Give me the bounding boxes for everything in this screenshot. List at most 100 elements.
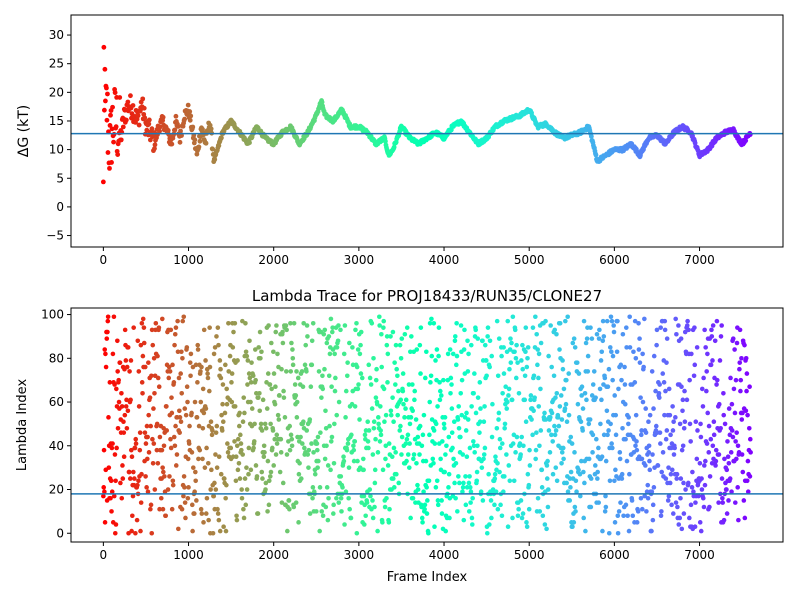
lambda-point bbox=[137, 430, 143, 435]
lambda-point bbox=[262, 450, 267, 455]
lambda-point bbox=[181, 474, 187, 479]
lambda-point bbox=[381, 386, 387, 392]
lambda-point bbox=[671, 511, 676, 516]
lambda-point bbox=[412, 388, 418, 394]
lambda-point bbox=[261, 443, 267, 449]
lambda-point bbox=[627, 314, 632, 320]
lambda-point bbox=[600, 528, 605, 534]
lambda-point bbox=[456, 404, 461, 409]
lambda-point bbox=[258, 421, 264, 427]
lambda-point bbox=[367, 375, 373, 381]
lambda-point bbox=[414, 460, 419, 466]
lambda-point bbox=[496, 336, 502, 341]
lambda-point bbox=[305, 334, 310, 339]
lambda-point bbox=[380, 467, 386, 473]
lambda-point bbox=[391, 419, 396, 425]
lambda-point bbox=[709, 327, 714, 333]
lambda-point bbox=[682, 419, 688, 425]
lambda-point bbox=[468, 500, 473, 505]
lambda-point bbox=[332, 388, 338, 394]
lambda-point bbox=[309, 338, 315, 344]
lambda-point bbox=[526, 482, 532, 488]
lambda-point bbox=[385, 380, 390, 385]
lambda-point bbox=[273, 452, 279, 457]
lambda-point bbox=[318, 430, 323, 435]
lambda-point bbox=[554, 478, 560, 484]
delta-g-point bbox=[130, 103, 136, 108]
lambda-point bbox=[136, 404, 142, 409]
lambda-point bbox=[540, 513, 546, 519]
lambda-points bbox=[101, 314, 753, 536]
lambda-point bbox=[401, 401, 406, 407]
lambda-point bbox=[505, 524, 511, 529]
lambda-point bbox=[711, 419, 717, 425]
lambda-point bbox=[385, 351, 391, 357]
lambda-point bbox=[208, 487, 213, 492]
lambda-point bbox=[250, 373, 256, 379]
lambda-point bbox=[724, 467, 730, 473]
lambda-point bbox=[453, 362, 459, 368]
lambda-point bbox=[224, 401, 230, 407]
lambda-point bbox=[744, 478, 750, 484]
lambda-point bbox=[409, 334, 414, 339]
lambda-point bbox=[235, 467, 241, 473]
lambda-point bbox=[599, 454, 605, 460]
lambda-point bbox=[152, 487, 158, 492]
lambda-point bbox=[122, 327, 128, 333]
lambda-point bbox=[270, 428, 276, 433]
lambda-point bbox=[248, 399, 253, 405]
lambda-point bbox=[675, 504, 680, 510]
lambda-point bbox=[260, 397, 266, 403]
lambda-point bbox=[227, 353, 233, 359]
lambda-point bbox=[572, 345, 578, 350]
lambda-point bbox=[322, 366, 327, 372]
lambda-point bbox=[542, 410, 547, 416]
lambda-point bbox=[485, 334, 490, 339]
lambda-point bbox=[284, 452, 290, 457]
lambda-point bbox=[561, 386, 567, 392]
lambda-point bbox=[711, 432, 717, 438]
lambda-point bbox=[207, 364, 213, 370]
x-tick-label: 3000 bbox=[344, 253, 375, 267]
lambda-point bbox=[603, 458, 609, 464]
lambda-point bbox=[586, 421, 592, 427]
lambda-point bbox=[525, 471, 531, 477]
lambda-point bbox=[296, 471, 302, 477]
lambda-point bbox=[201, 410, 207, 416]
lambda-point bbox=[213, 452, 218, 457]
lambda-point bbox=[691, 373, 697, 379]
lambda-point bbox=[232, 439, 237, 444]
lambda-point bbox=[717, 358, 723, 363]
lambda-point bbox=[581, 318, 587, 324]
lambda-point bbox=[144, 423, 150, 429]
lambda-point bbox=[563, 401, 569, 407]
lambda-point bbox=[341, 351, 347, 357]
lambda-point bbox=[188, 351, 194, 357]
lambda-point bbox=[297, 460, 302, 466]
lambda-point bbox=[465, 417, 471, 422]
lambda-point bbox=[424, 349, 429, 355]
lambda-point bbox=[733, 500, 738, 505]
lambda-point bbox=[598, 421, 603, 427]
lambda-point bbox=[115, 369, 120, 374]
lambda-point bbox=[482, 445, 488, 451]
lambda-point bbox=[641, 364, 646, 370]
lambda-point bbox=[354, 321, 359, 326]
lambda-point bbox=[265, 509, 270, 514]
lambda-point bbox=[552, 327, 558, 333]
lambda-point bbox=[653, 388, 658, 394]
lambda-point bbox=[313, 509, 319, 514]
lambda-point bbox=[732, 410, 738, 416]
lambda-point bbox=[462, 327, 467, 333]
lambda-point bbox=[237, 410, 242, 416]
lambda-point bbox=[576, 371, 582, 376]
lambda-point bbox=[596, 336, 602, 341]
lambda-point bbox=[624, 345, 629, 350]
lambda-point bbox=[164, 404, 169, 409]
lambda-point bbox=[533, 456, 538, 462]
lambda-point bbox=[217, 528, 223, 534]
lambda-point bbox=[573, 478, 579, 484]
lambda-point bbox=[288, 321, 293, 326]
lambda-point bbox=[391, 485, 397, 490]
lambda-point bbox=[399, 336, 405, 341]
